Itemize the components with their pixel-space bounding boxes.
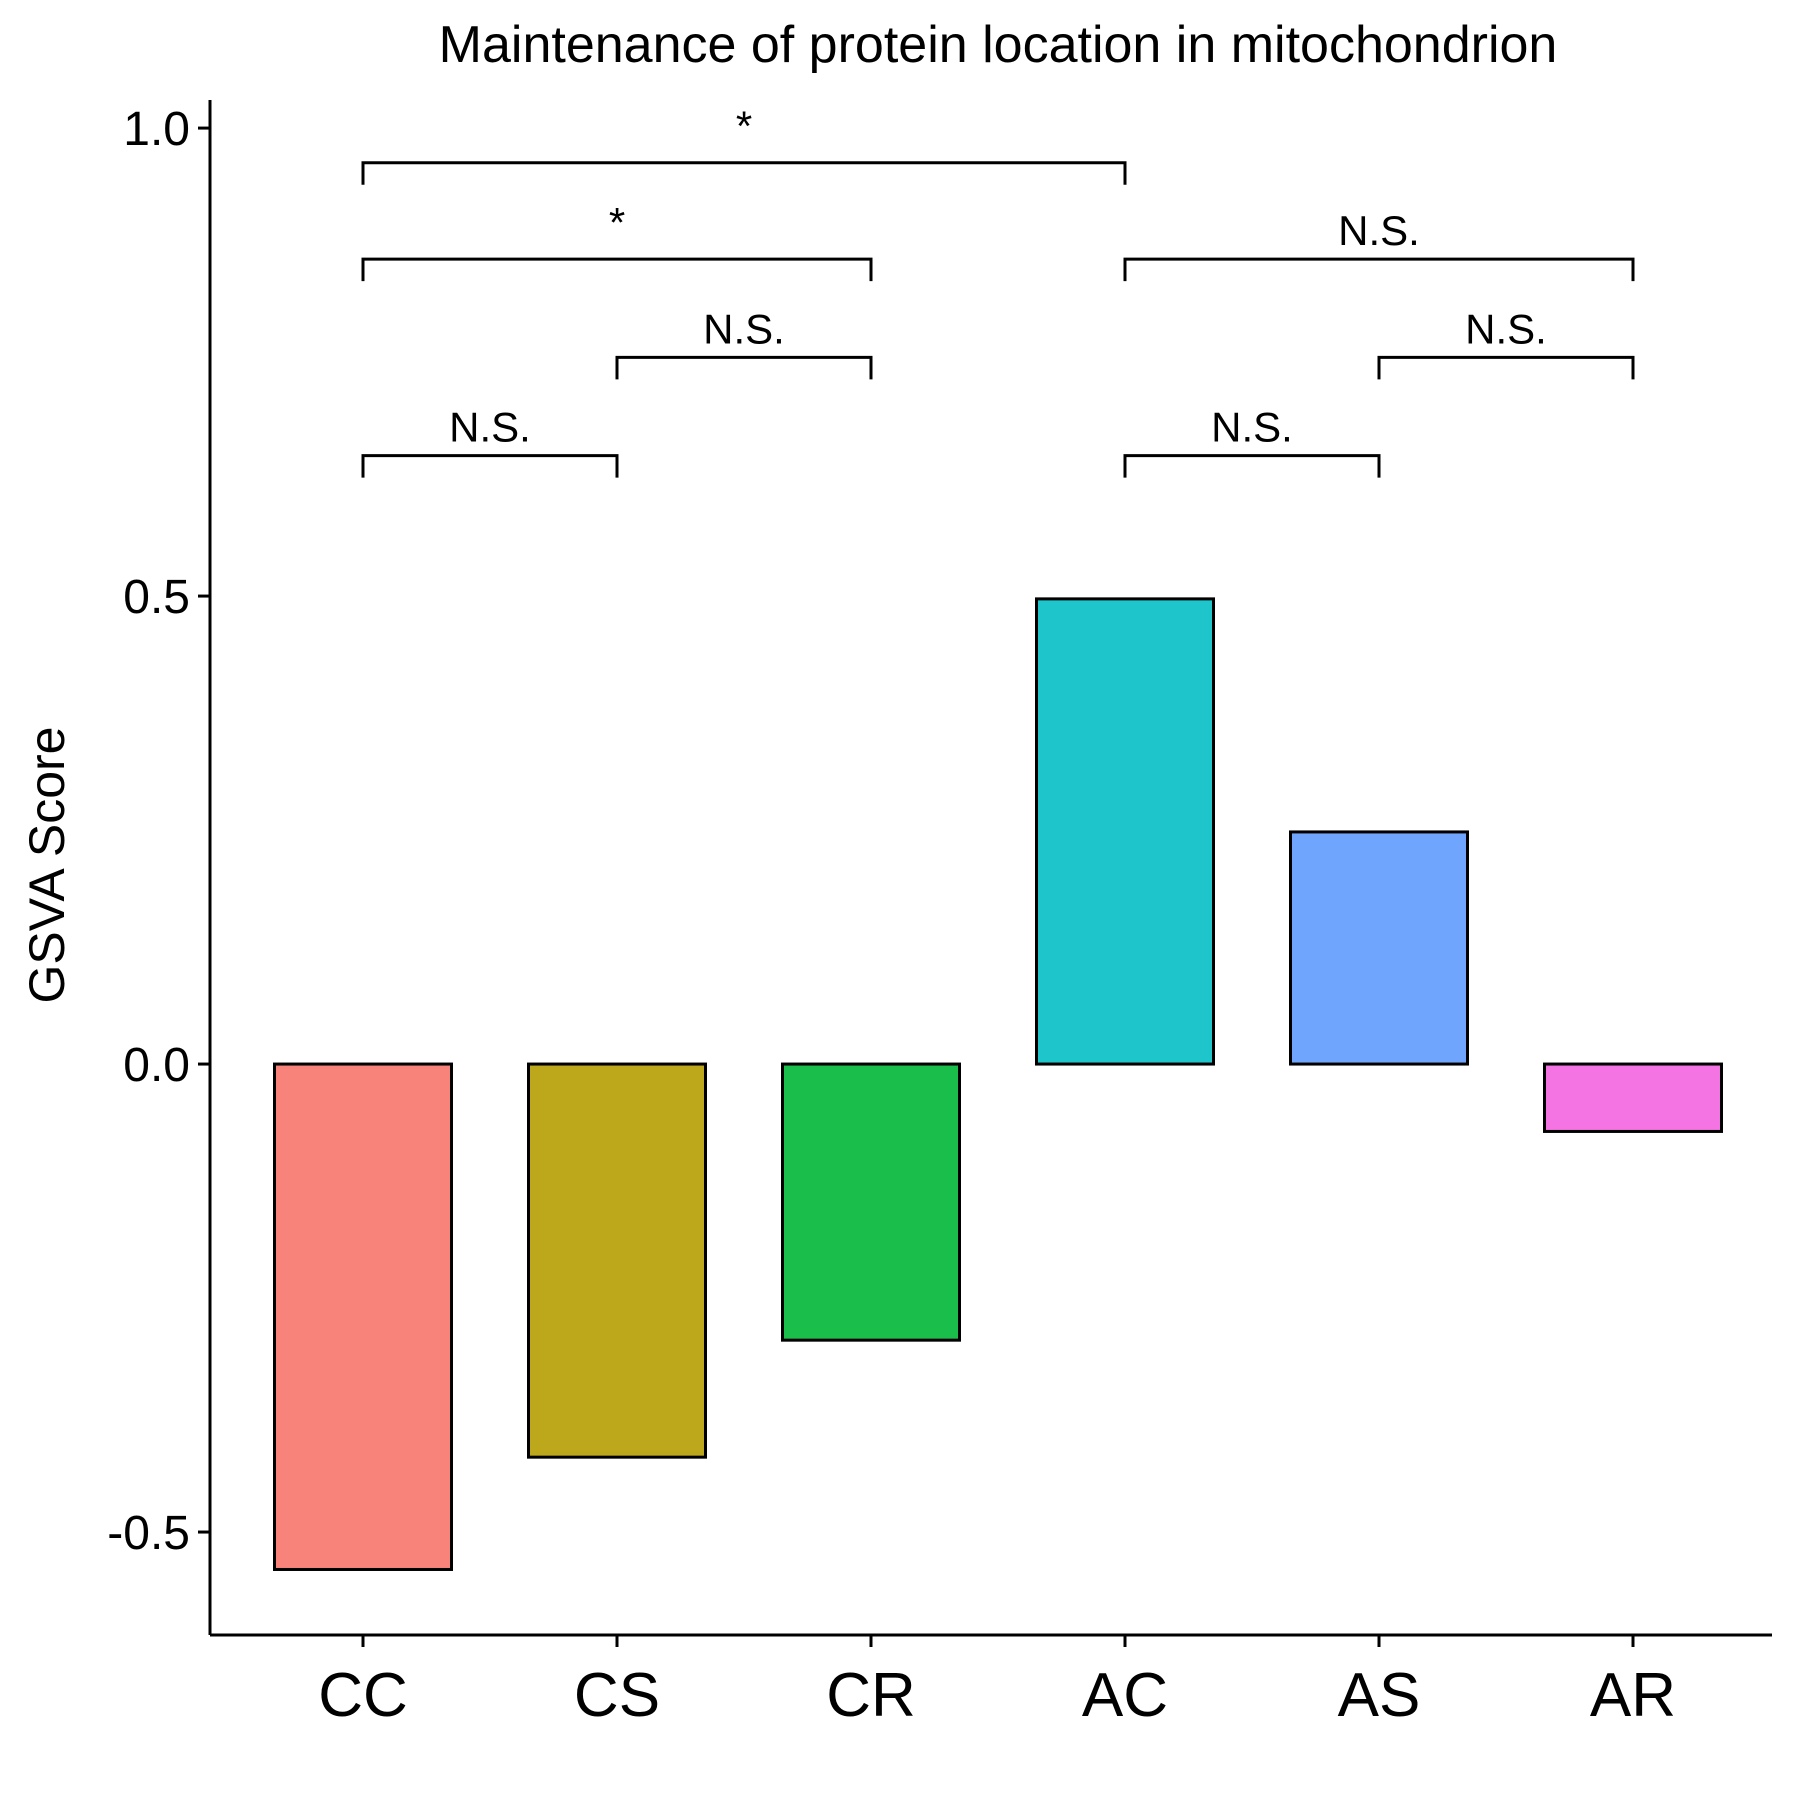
significance-label: * [736, 103, 752, 150]
significance-label: * [609, 199, 625, 246]
x-tick-label: AC [1082, 1661, 1168, 1730]
significance-bracket [361, 257, 873, 282]
x-tick-label: CS [574, 1661, 660, 1730]
significance-label: N.S. [1465, 305, 1547, 352]
significance-bracket [361, 161, 1127, 185]
significance-bracket [1377, 355, 1635, 380]
significance-bracket [615, 355, 873, 380]
significance-label: N.S. [1338, 207, 1420, 254]
y-axis: -0.5 0.0 0.5 1.0 [107, 100, 212, 1635]
y-tick-label: 1.0 [123, 103, 190, 156]
bar-cs [527, 1062, 707, 1459]
bar-ar [1543, 1062, 1723, 1133]
y-tick-label: 0.5 [123, 571, 190, 624]
x-tick-label: CR [826, 1661, 916, 1730]
significance-bracket [1123, 257, 1635, 282]
x-axis: CC CS CR AC AS AR [210, 1633, 1772, 1730]
chart-title: Maintenance of protein location in mitoc… [439, 16, 1558, 74]
bar-ac [1035, 597, 1215, 1066]
y-tick-label: 0.0 [123, 1039, 190, 1092]
x-tick-label: AR [1590, 1661, 1676, 1730]
bar-cr [781, 1062, 961, 1342]
y-axis-label: GSVA Score [19, 727, 75, 1004]
significance-bracket [1123, 454, 1381, 478]
bars [273, 597, 1723, 1571]
y-tick-label: -0.5 [107, 1507, 190, 1560]
bar-as [1289, 830, 1469, 1066]
significance-bracket [361, 454, 619, 478]
significance-label: N.S. [703, 305, 785, 352]
significance-brackets: N.S. N.S. * * N.S. N.S. N.S. [361, 103, 1635, 478]
significance-label: N.S. [1211, 404, 1293, 451]
bar-cc [273, 1062, 453, 1571]
x-tick-label: CC [318, 1661, 408, 1730]
significance-label: N.S. [449, 404, 531, 451]
plot-area: N.S.N.S.**N.S.N.S.N.S. -0.50.00.51.0 CC C… [107, 100, 1772, 1730]
x-tick-label: AS [1338, 1661, 1421, 1730]
